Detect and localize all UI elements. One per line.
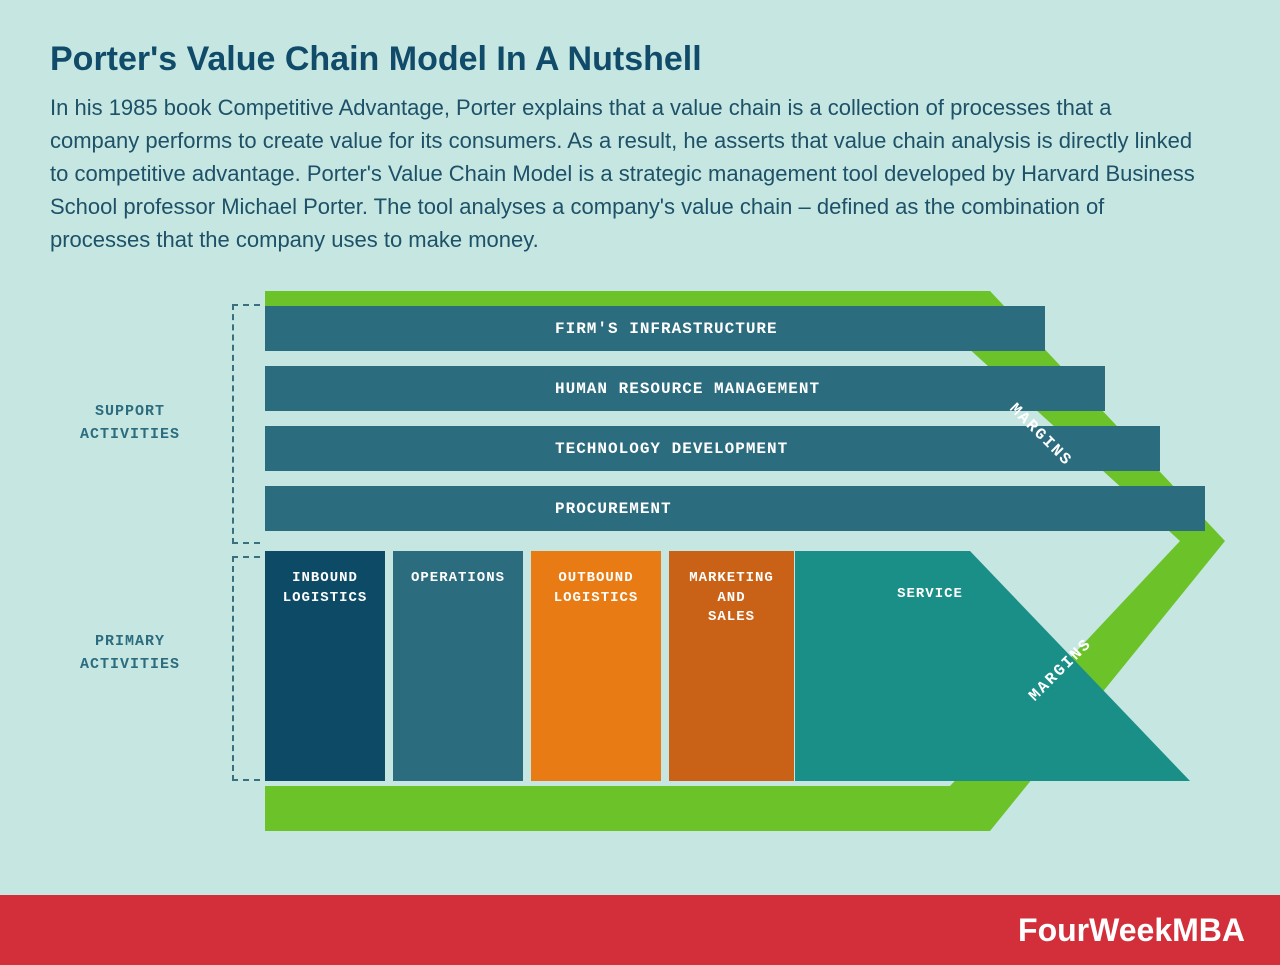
primary-block-3: MARKETING AND SALES	[669, 551, 794, 781]
footer-brand: FourWeekMBA	[1018, 912, 1245, 949]
primary-block-2: OUTBOUND LOGISTICS	[531, 551, 661, 781]
value-chain-diagram: SUPPORT ACTIVITIES PRIMARY ACTIVITIES FI…	[220, 296, 1230, 836]
side-label-primary: PRIMARY ACTIVITIES	[55, 631, 205, 676]
support-row-1: HUMAN RESOURCE MANAGEMENT	[265, 366, 1105, 411]
primary-activities-row: INBOUND LOGISTICSOPERATIONSOUTBOUND LOGI…	[265, 551, 794, 781]
side-label-support: SUPPORT ACTIVITIES	[55, 401, 205, 446]
support-row-3: PROCUREMENT	[265, 486, 1205, 531]
support-row-0: FIRM'S INFRASTRUCTURE	[265, 306, 1045, 351]
primary-block-1: OPERATIONS	[393, 551, 523, 781]
page-description: In his 1985 book Competitive Advantage, …	[50, 91, 1200, 256]
footer-bar: FourWeekMBA	[0, 895, 1280, 965]
page-title: Porter's Value Chain Model In A Nutshell	[50, 40, 1230, 79]
service-label: SERVICE	[840, 586, 1020, 602]
primary-block-0: INBOUND LOGISTICS	[265, 551, 385, 781]
